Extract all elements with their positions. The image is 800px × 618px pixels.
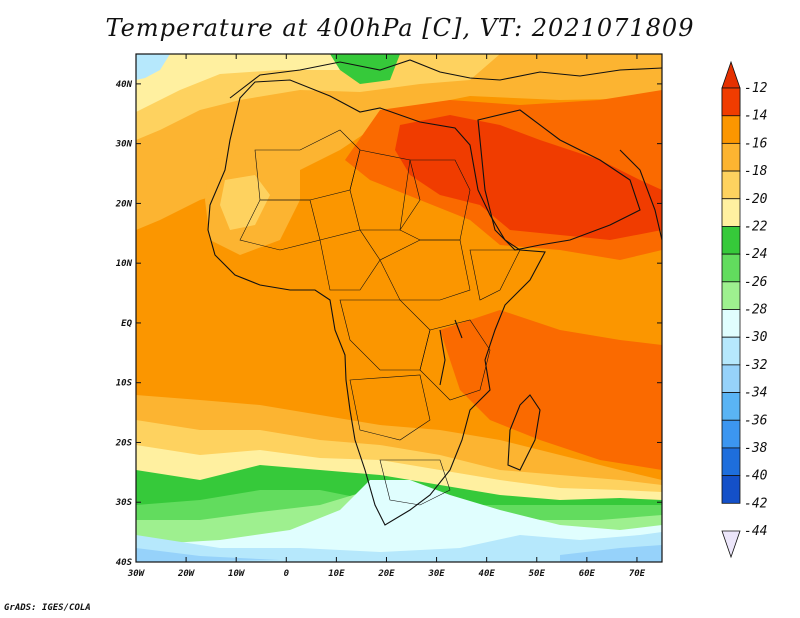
lon-tick-label: 40E [479, 569, 496, 579]
colorbar-label: -38 [744, 441, 768, 456]
colorbar-swatch [721, 336, 741, 366]
lon-tick-label: 20W [177, 569, 196, 579]
credit-label: GrADS: IGES/COLA [4, 603, 91, 613]
lon-tick-label: 70E [629, 569, 646, 579]
colorbar-label: -32 [744, 358, 768, 373]
colorbar-swatch [721, 447, 741, 477]
lat-tick-label: 40S [116, 558, 133, 568]
colorbar-swatch [721, 253, 741, 283]
lon-tick-label: 10W [228, 569, 246, 579]
longitude-axis: 30W 20W 10W 0 10E 20E 30E 40E 50E 60E 70E [127, 54, 646, 579]
colorbar-label: -44 [744, 524, 767, 539]
colorbar-swatch [721, 419, 741, 449]
colorbar-label: -12 [744, 81, 768, 96]
colorbar-swatch [721, 364, 741, 393]
lon-tick-label: 50E [529, 569, 546, 579]
latitude-axis: 40N 30N 20N 10N EQ 10S 20S 30S 40S [115, 80, 662, 568]
colorbar-swatch [721, 115, 741, 144]
colorbar-label: -30 [744, 330, 768, 345]
temperature-field [136, 54, 662, 562]
colorbar-swatch [721, 170, 741, 200]
colorbar-swatch [721, 281, 741, 310]
colorbar-swatch [721, 475, 741, 504]
lat-tick-label: 40N [116, 80, 133, 90]
lon-tick-label: 30E [427, 569, 445, 579]
lon-tick-label: 0 [284, 569, 290, 579]
lat-tick-label: 30S [115, 498, 133, 508]
map-title: Temperature at 400hPa [C], VT: 202107180… [105, 14, 695, 42]
lat-tick-label: 20N [115, 199, 133, 209]
lon-tick-label: 20E [377, 569, 395, 579]
colorbar-label: -20 [744, 192, 768, 207]
colorbar-label: -24 [744, 247, 767, 262]
colorbar-swatch [721, 142, 741, 172]
colorbar-label: -16 [744, 136, 768, 151]
colorbar-label: -40 [744, 469, 768, 484]
country-borders [239, 129, 521, 506]
colorbar-swatch [721, 87, 741, 117]
coastlines [207, 59, 662, 526]
colorbar-label: -36 [744, 413, 768, 428]
colorbar-label: -26 [744, 275, 768, 290]
lon-tick-label: 10E [328, 569, 345, 579]
colorbar-swatch [721, 309, 741, 338]
colorbar-label: -28 [744, 303, 768, 318]
lat-tick-label: 20S [115, 438, 133, 448]
colorbar-swatch [721, 226, 741, 255]
colorbar-label: -34 [744, 386, 767, 401]
colorbar-bottom-arrow [721, 530, 741, 559]
lon-tick-label: 60E [579, 569, 596, 579]
lat-tick-label: 10N [116, 259, 133, 269]
colorbar-label: -42 [744, 496, 768, 511]
lon-tick-label: 30W [127, 569, 146, 579]
lat-tick-label: 30N [115, 140, 133, 150]
colorbar-top-arrow [721, 60, 741, 89]
colorbar: -12 -14 -16 -18 -20 -22 -24 -26 -28 -30 -32 -34 -36 -… [721, 60, 768, 559]
colorbar-swatch [721, 392, 741, 421]
colorbar-swatch [721, 198, 741, 227]
lat-tick-label: 10S [116, 379, 133, 389]
map-frame [135, 53, 663, 563]
colorbar-label: -18 [744, 164, 768, 179]
lat-tick-label: EQ [121, 319, 132, 329]
colorbar-label: -14 [744, 109, 767, 124]
colorbar-label: -22 [744, 219, 768, 234]
